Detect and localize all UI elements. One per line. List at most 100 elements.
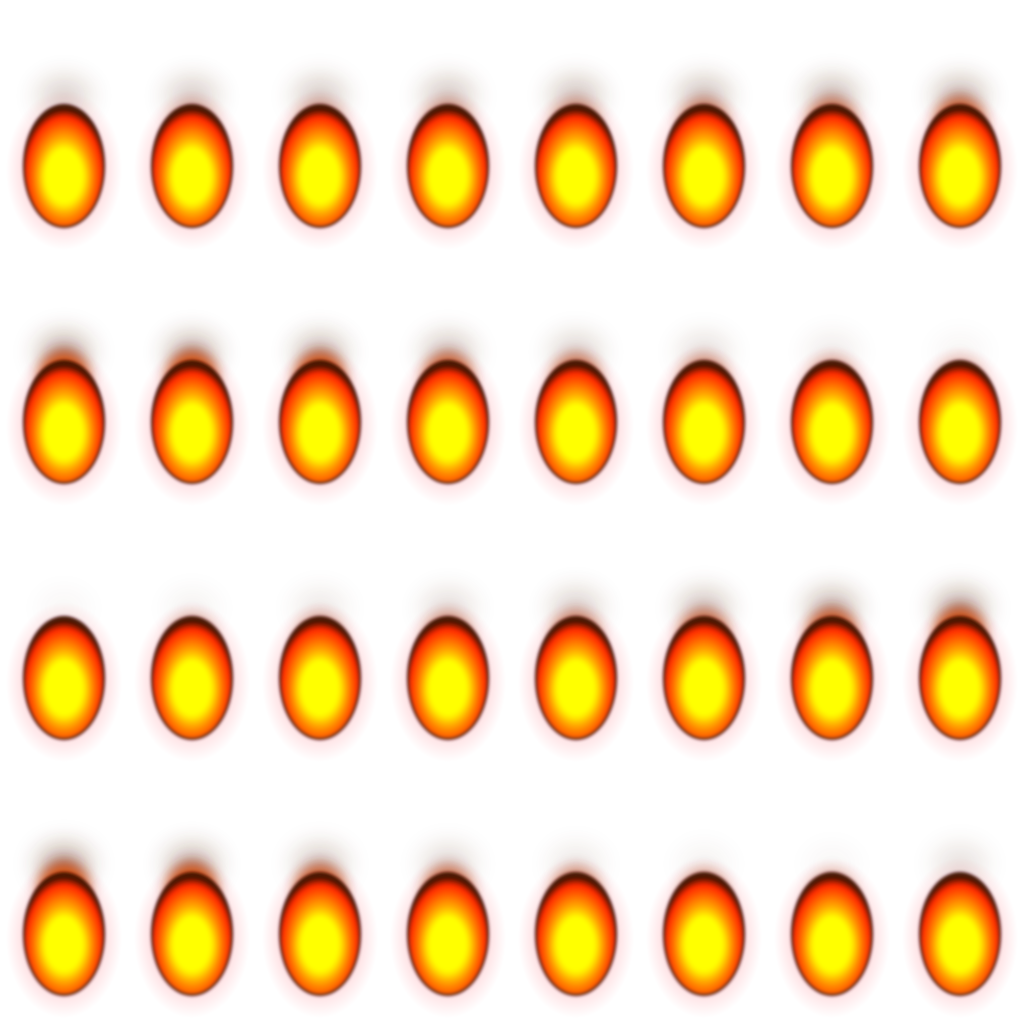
fireball-core xyxy=(556,152,596,204)
fireball-sprite xyxy=(518,322,634,506)
fireball-core xyxy=(428,664,468,716)
fireball-sprite xyxy=(262,834,378,1018)
fireball-core xyxy=(940,920,980,972)
fireball-core xyxy=(812,920,852,972)
fireball-sprite xyxy=(6,578,122,762)
fireball-core xyxy=(172,152,212,204)
fireball-sprite xyxy=(134,66,250,250)
fireball-sprite xyxy=(518,66,634,250)
fireball-core xyxy=(428,408,468,460)
fireball-core xyxy=(300,152,340,204)
fireball-sprite xyxy=(390,322,506,506)
fireball-core xyxy=(300,664,340,716)
fireball-core xyxy=(44,664,84,716)
fireball-sprite xyxy=(774,578,890,762)
fireball-sprite xyxy=(518,834,634,1018)
fireball-core xyxy=(300,408,340,460)
fireball-frame xyxy=(768,256,896,512)
fireball-frame xyxy=(256,0,384,256)
fireball-frame xyxy=(768,0,896,256)
smoke-puff xyxy=(922,834,998,894)
fireball-sprite xyxy=(6,66,122,250)
fireball-sprite xyxy=(902,834,1018,1018)
fireball-core xyxy=(556,920,596,972)
fireball-sprite xyxy=(646,66,762,250)
fireball-frame xyxy=(0,0,128,256)
fireball-sprite xyxy=(646,578,762,762)
fireball-frame xyxy=(128,768,256,1024)
fireball-frame xyxy=(896,512,1024,768)
fireball-frame xyxy=(384,256,512,512)
fireball-sprite xyxy=(774,66,890,250)
fireball-frame xyxy=(768,512,896,768)
fireball-sprite xyxy=(6,322,122,506)
fireball-core xyxy=(684,408,724,460)
fireball-core xyxy=(300,920,340,972)
fireball-core xyxy=(172,920,212,972)
fireball-frame xyxy=(0,512,128,768)
fireball-core xyxy=(428,152,468,204)
fireball-sprite xyxy=(902,322,1018,506)
fireball-sprite xyxy=(390,66,506,250)
fireball-sprite xyxy=(902,578,1018,762)
fireball-frame xyxy=(256,512,384,768)
fireball-frame xyxy=(640,256,768,512)
fireball-sprite xyxy=(646,834,762,1018)
fireball-sprite xyxy=(134,578,250,762)
fireball-frame xyxy=(128,0,256,256)
fireball-sprite xyxy=(390,578,506,762)
fireball-frame xyxy=(256,256,384,512)
fireball-frame xyxy=(512,256,640,512)
fireball-sprite xyxy=(134,834,250,1018)
fireball-frame xyxy=(896,768,1024,1024)
fireball-sprite xyxy=(262,66,378,250)
fireball-sprite xyxy=(518,578,634,762)
fireball-core xyxy=(812,152,852,204)
fireball-frame xyxy=(384,0,512,256)
fireball-core xyxy=(812,664,852,716)
fireball-core xyxy=(684,152,724,204)
fireball-sprite xyxy=(134,322,250,506)
fireball-frame xyxy=(512,512,640,768)
fireball-core xyxy=(940,152,980,204)
smoke-puff xyxy=(26,66,102,126)
fireball-core xyxy=(940,664,980,716)
fireball-core xyxy=(428,920,468,972)
fireball-frame xyxy=(896,256,1024,512)
fireball-sprite xyxy=(902,66,1018,250)
fireball-sprite xyxy=(774,834,890,1018)
fireball-core xyxy=(684,920,724,972)
fireball-core xyxy=(556,408,596,460)
fireball-core xyxy=(44,152,84,204)
fireball-sprite xyxy=(6,834,122,1018)
fireball-frame xyxy=(0,256,128,512)
fireball-frame xyxy=(256,768,384,1024)
fireball-sprite xyxy=(262,578,378,762)
fireball-core xyxy=(684,664,724,716)
fireball-frame xyxy=(128,256,256,512)
fireball-core xyxy=(44,408,84,460)
fireball-core xyxy=(44,920,84,972)
fireball-frame xyxy=(640,0,768,256)
fireball-core xyxy=(940,408,980,460)
fireball-sprite xyxy=(774,322,890,506)
fireball-frame xyxy=(640,768,768,1024)
fireball-frame xyxy=(128,512,256,768)
fireball-core xyxy=(172,664,212,716)
fireball-core xyxy=(172,408,212,460)
fireball-frame xyxy=(768,768,896,1024)
fireball-sprite xyxy=(262,322,378,506)
fireball-sprite xyxy=(646,322,762,506)
fireball-frame xyxy=(384,768,512,1024)
fireball-core xyxy=(556,664,596,716)
fireball-frame xyxy=(512,768,640,1024)
fireball-sprite xyxy=(390,834,506,1018)
fireball-core xyxy=(812,408,852,460)
fireball-frame xyxy=(640,512,768,768)
fireball-frame xyxy=(896,0,1024,256)
fireball-frame xyxy=(512,0,640,256)
fireball-frame xyxy=(0,768,128,1024)
smoke-puff xyxy=(26,578,102,638)
fireball-frame xyxy=(384,512,512,768)
